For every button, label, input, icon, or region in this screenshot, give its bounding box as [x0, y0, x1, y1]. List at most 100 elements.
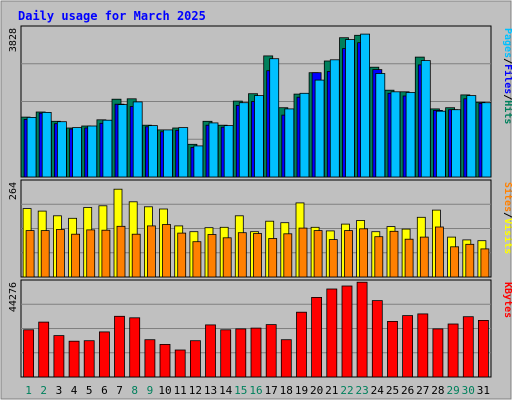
- sites-bar-day-28: [434, 226, 444, 278]
- pages-bar-day-4: [72, 127, 82, 178]
- day-label: 30: [462, 384, 475, 397]
- sites-bar-day-1: [25, 230, 35, 278]
- day-label: 1: [25, 384, 32, 397]
- kbytes-bar-day-22: [341, 285, 353, 378]
- pages-bar-day-6: [102, 119, 113, 178]
- sites-bar-day-21: [328, 239, 338, 278]
- pages-bar-day-14: [223, 125, 234, 178]
- pages-bar-day-25: [390, 91, 401, 178]
- kbytes-bar-day-11: [174, 349, 186, 378]
- sites-bar-day-31: [480, 248, 490, 278]
- chart-title: Daily usage for March 2025: [18, 9, 206, 23]
- legend-separator: /: [502, 212, 512, 218]
- pages-bar-day-29: [451, 109, 462, 178]
- day-label: 21: [325, 384, 338, 397]
- pages-bar-day-9: [147, 125, 158, 178]
- pages-bar-day-27: [420, 60, 431, 178]
- sites-bar-day-9: [146, 225, 156, 278]
- pages-bar-day-5: [87, 125, 98, 178]
- sites-bar-day-5: [86, 229, 96, 278]
- pages-bar-day-18: [284, 108, 295, 178]
- kbytes-bar-day-16: [250, 327, 262, 378]
- legend-sites: Sites: [502, 182, 512, 212]
- sites-bar-day-4: [71, 233, 80, 278]
- day-label: 22: [340, 384, 353, 397]
- day-label: 12: [189, 384, 202, 397]
- sites-bar-day-12: [192, 241, 202, 278]
- day-label: 11: [174, 384, 187, 397]
- kbytes-bar-day-6: [99, 331, 110, 378]
- day-label: 4: [71, 384, 78, 397]
- day-label: 29: [446, 384, 459, 397]
- day-label: 10: [158, 384, 171, 397]
- pages-bar-day-24: [375, 73, 386, 178]
- pages-bar-day-26: [405, 92, 416, 178]
- sites-bar-day-13: [207, 234, 217, 278]
- legend-files: Files: [502, 64, 512, 94]
- sites-bar-day-20: [313, 230, 323, 278]
- day-label: 27: [416, 384, 429, 397]
- panel-legend: Pages/Files/Hits: [502, 28, 512, 124]
- kbytes-bar-day-20: [311, 296, 323, 378]
- day-label: 31: [477, 384, 490, 397]
- legend-kbytes: KBytes: [502, 282, 512, 318]
- sites-bar-day-19: [298, 227, 308, 278]
- day-label: 23: [355, 384, 368, 397]
- sites-bar-day-8: [131, 233, 141, 278]
- legend-visits: Visits: [502, 218, 512, 254]
- chart-panels: 3828 Pages/Files/Hits 264 Sites/Visits 44276…: [8, 25, 512, 378]
- kbytes-bar-day-23: [356, 281, 368, 378]
- day-label: 24: [371, 384, 385, 397]
- sites-bar-day-7: [116, 225, 126, 278]
- sites-bar-day-10: [162, 224, 171, 278]
- pages-bar-day-10: [163, 129, 173, 178]
- sites-bar-day-3: [56, 229, 65, 278]
- y-max-label: 3828: [8, 28, 19, 52]
- kbytes-bar-day-17: [265, 324, 277, 378]
- sites-bar-day-18: [283, 233, 293, 278]
- y-max-label: 264: [8, 182, 19, 200]
- pages-bar-day-28: [435, 110, 446, 178]
- kbytes-bar-day-27: [417, 313, 429, 378]
- day-label: 25: [386, 384, 399, 397]
- kbytes-bar-day-28: [432, 328, 444, 378]
- pages-bar-day-2: [41, 112, 52, 178]
- sites-bar-day-11: [177, 232, 187, 278]
- day-labels: 1 2 3 4 5 6 7 8 9 10 11 12 13 14 15 16 17 18 19 20 21 22 23 24 2…: [25, 384, 490, 397]
- pages-bar-day-8: [132, 101, 143, 178]
- sites-bar-day-30: [465, 243, 475, 278]
- day-label: 9: [147, 384, 154, 397]
- kbytes-bar-day-14: [220, 329, 232, 378]
- day-label: 7: [116, 384, 123, 397]
- day-label: 20: [310, 384, 323, 397]
- day-label: 16: [249, 384, 262, 397]
- sites-bar-day-26: [404, 238, 414, 278]
- legend-pages: Pages: [502, 28, 512, 58]
- sites-bar-day-14: [222, 237, 232, 278]
- pages-bar-day-30: [466, 95, 477, 178]
- kbytes-bar-day-9: [144, 339, 156, 378]
- kbytes-bar-day-24: [371, 300, 383, 378]
- kbytes-bar-day-5: [83, 340, 95, 378]
- kbytes-bar-day-21: [326, 288, 338, 378]
- sites-bar-day-22: [344, 230, 353, 278]
- day-label: 3: [56, 384, 63, 397]
- legend-hits: Hits: [502, 100, 512, 124]
- pages-bar-day-20: [314, 79, 325, 178]
- sites-bar-day-17: [268, 238, 278, 278]
- day-label: 19: [295, 384, 308, 397]
- pages-bar-day-17: [269, 58, 280, 178]
- pages-bar-day-13: [208, 122, 219, 178]
- day-label: 18: [280, 384, 293, 397]
- day-label: 28: [431, 384, 444, 397]
- day-label: 26: [401, 384, 414, 397]
- kbytes-bar-day-29: [447, 323, 459, 378]
- panel-legend: Sites/Visits: [502, 182, 512, 254]
- panel-legend: KBytes: [502, 282, 512, 318]
- day-label: 15: [234, 384, 247, 397]
- kbytes-bar-day-2: [38, 321, 50, 378]
- pages-bar-day-22: [345, 39, 355, 178]
- y-max-label: 44276: [8, 282, 19, 312]
- sites-bar-day-27: [419, 236, 429, 278]
- day-label: 17: [265, 384, 278, 397]
